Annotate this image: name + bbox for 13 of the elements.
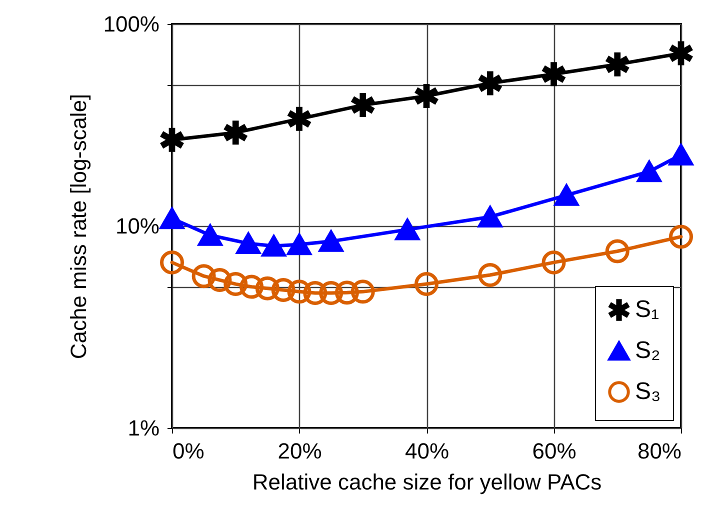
x-tick-label: 40% — [404, 438, 450, 464]
x-tick-label: 60% — [532, 438, 576, 464]
legend-label: S₁ — [635, 296, 660, 323]
y-axis-title: Cache miss rate [log-scale] — [66, 94, 92, 360]
x-tick-label: 0% — [172, 438, 204, 464]
x-tick-label: 80% — [637, 438, 682, 464]
y-tick-label: 1% — [128, 416, 160, 440]
y-tick-label: 10% — [115, 214, 160, 238]
legend-label: S₂ — [635, 337, 660, 364]
x-axis-title: Relative cache size for yellow PACs — [252, 470, 602, 494]
x-tick-label: 20% — [278, 438, 322, 464]
legend-label: S₃ — [635, 378, 661, 405]
y-tick-label: 100% — [103, 12, 160, 36]
